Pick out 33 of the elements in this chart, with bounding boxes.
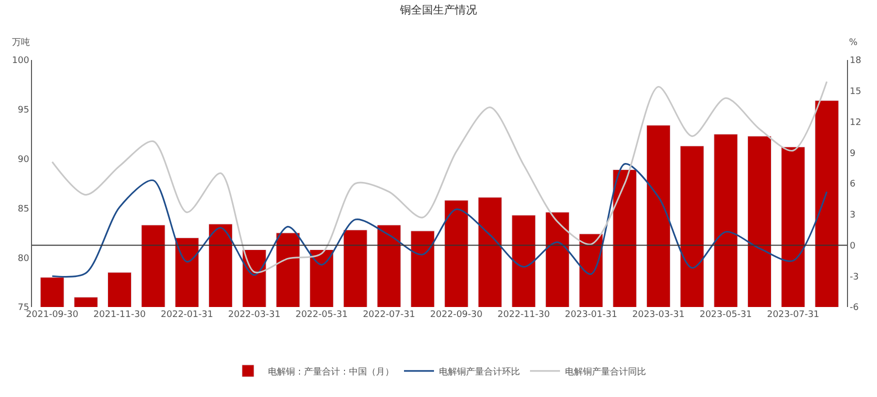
- chart-title: 铜全国生产情况: [399, 4, 477, 17]
- x-tick-label: 2023-07-31: [766, 310, 820, 320]
- x-tick-label: 2021-11-30: [93, 310, 146, 320]
- x-tick-label: 2023-05-31: [700, 310, 752, 320]
- y2-axis-title: %: [849, 38, 858, 48]
- y2-tick-label: -6: [850, 303, 860, 314]
- y-tick-label: 90: [18, 154, 30, 165]
- y2-tick-label: 18: [850, 56, 862, 66]
- y-axis-title: 万吨: [12, 37, 30, 48]
- y2-tick-label: 12: [850, 118, 862, 128]
- line-series: [51, 80, 828, 273]
- y-tick-label: 80: [18, 254, 30, 264]
- y-tick-label: 85: [18, 204, 30, 214]
- legend-label: 电解铜产量合计环比: [439, 366, 520, 378]
- y2-tick-label: 9: [850, 148, 856, 159]
- y-tick-label: 95: [18, 106, 30, 116]
- y2-tick-label: 6: [850, 180, 856, 190]
- x-tick-label: 2022-01-31: [160, 310, 214, 320]
- y-tick-label: 100: [12, 56, 30, 66]
- legend-label: 电解铜：产量合计：中国（月）: [268, 366, 394, 378]
- y2-tick-label: -3: [850, 272, 859, 282]
- x-tick-label: 2022-05-31: [295, 310, 348, 320]
- x-tick-label: 2023-03-31: [632, 310, 685, 320]
- y2-tick-label: 15: [850, 87, 862, 98]
- x-tick-label: 2023-01-31: [564, 310, 618, 320]
- x-tick-label: 2022-09-30: [430, 310, 483, 320]
- x-tick-label: 2022-07-31: [362, 310, 416, 320]
- y2-tick-label: 3: [850, 210, 856, 221]
- line-series: [51, 163, 828, 278]
- x-tick-label: 2022-03-31: [228, 310, 280, 320]
- legend-label: 电解铜产量合计同比: [565, 366, 646, 378]
- x-tick-label: 2022-11-30: [498, 310, 550, 320]
- y2-tick-label: 0: [850, 241, 856, 252]
